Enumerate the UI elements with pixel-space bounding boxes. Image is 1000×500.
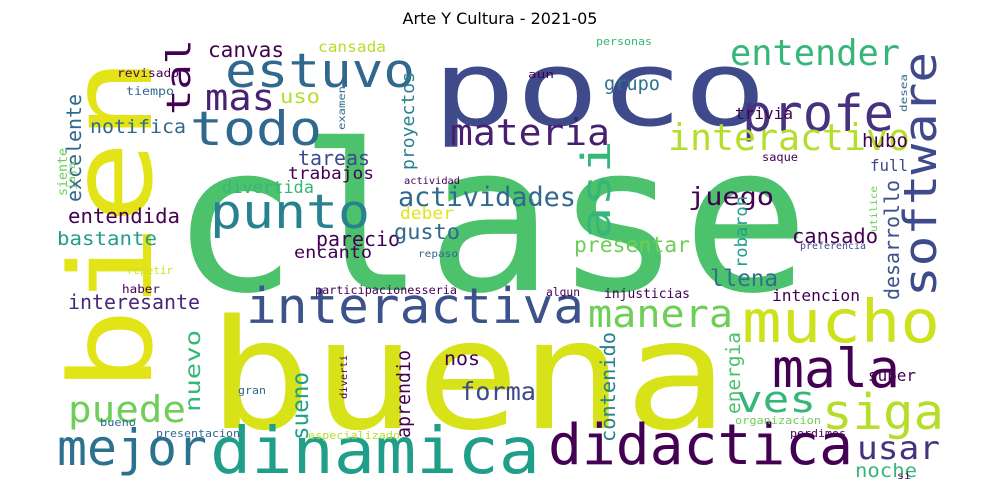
cloud-word: utilice — [869, 186, 880, 232]
cloud-word: grupo — [604, 74, 660, 95]
cloud-word: injusticias — [604, 287, 690, 302]
cloud-word: haber — [122, 282, 160, 296]
cloud-word: interactivo — [668, 116, 910, 159]
cloud-word: entendida — [68, 204, 180, 228]
cloud-word: nos — [444, 348, 480, 370]
cloud-word: jaja — [67, 162, 78, 190]
cloud-word: gusto — [394, 220, 460, 244]
cloud-word: full — [870, 156, 908, 175]
cloud-word: clase — [170, 101, 810, 339]
cloud-word: asi — [574, 140, 620, 240]
cloud-word: llena — [710, 266, 778, 292]
cloud-word: presentar — [574, 233, 690, 258]
cloud-word: diverti — [339, 355, 350, 399]
cloud-word: profe — [742, 84, 894, 143]
cloud-word: manera — [588, 292, 733, 336]
cloud-word: bastante — [57, 228, 157, 250]
cloud-word: desea — [899, 74, 910, 112]
cloud-word: mucho — [742, 287, 940, 356]
cloud-word: divertida — [222, 178, 314, 198]
cloud-word: didactica — [548, 413, 853, 478]
cloud-word: interesante — [68, 290, 200, 314]
cloud-word: personas — [596, 37, 652, 48]
cloud-word: parecio — [316, 227, 400, 251]
cloud-word: hubo — [862, 130, 908, 152]
cloud-word: intencion — [772, 286, 860, 305]
cloud-word: deber — [400, 204, 454, 224]
cloud-word: forma — [460, 377, 536, 406]
cloud-word: puede — [68, 389, 186, 431]
cloud-word: entender — [730, 37, 900, 74]
cloud-word: buena — [208, 287, 728, 464]
cloud-word: dinamica — [210, 414, 540, 482]
cloud-word: canvas — [208, 38, 284, 62]
cloud-word: cansado — [792, 224, 878, 248]
cloud-word: participacionesseria — [315, 283, 457, 297]
cloud-word: presentacion — [156, 428, 240, 440]
cloud-word: gran — [238, 385, 266, 397]
cloud-word: repetir — [127, 264, 173, 277]
cloud-word: interactiva — [246, 277, 584, 335]
cloud-word: noche — [855, 460, 917, 482]
cloud-word: siga — [822, 383, 944, 441]
cloud-word: contenido — [596, 332, 620, 442]
cloud-word: organizacion — [735, 415, 821, 427]
cloud-word: algun — [546, 285, 580, 299]
cloud-word: tareas — [298, 146, 370, 170]
cloud-word: revisado — [117, 66, 179, 80]
cloud-word: repaso — [418, 249, 458, 260]
cloud-word: trivia — [735, 104, 793, 123]
cloud-word: estuvo — [225, 44, 415, 99]
cloud-word: super — [868, 366, 916, 385]
cloud-word: ves — [736, 379, 816, 421]
cloud-word: usar — [857, 429, 940, 467]
cloud-word: cansada — [318, 38, 386, 56]
cloud-word: juego — [688, 182, 774, 211]
cloud-word: materia — [450, 112, 610, 154]
cloud-word: notifica — [90, 116, 186, 138]
cloud-word: bueno — [100, 417, 136, 429]
cloud-word: perdimos — [790, 428, 846, 440]
cloud-word: poco — [432, 37, 767, 150]
cloud-word: saque — [762, 150, 798, 164]
cloud-word: actividades — [398, 182, 576, 213]
cloud-word: examen — [337, 86, 348, 130]
cloud-word: energia — [722, 332, 745, 414]
cloud-word: mejor — [57, 419, 207, 477]
cloud-word: actividad — [404, 176, 460, 187]
cloud-word: especializado — [308, 430, 400, 442]
cloud-word: todo — [190, 102, 322, 157]
cloud-word: preferencia — [800, 241, 866, 252]
word-cloud: clase buena poco bien dinamica didactica inter… — [55, 37, 945, 482]
cloud-word: desarrollo — [880, 180, 904, 300]
cloud-word: uso — [280, 86, 320, 108]
cloud-word: robaron — [732, 196, 752, 268]
cloud-word: mas — [205, 77, 275, 119]
cloud-word: tiempo — [126, 84, 174, 98]
cloud-word: aprendio — [394, 350, 415, 438]
cloud-word: nuevo — [181, 330, 205, 412]
cloud-word: trabajos — [288, 164, 374, 184]
cloud-word: proyectos — [398, 72, 419, 170]
cloud-word: punto — [210, 185, 370, 240]
cloud-word: mala — [772, 337, 900, 400]
chart-title: Arte Y Cultura - 2021-05 — [402, 9, 598, 28]
cloud-word: aun — [528, 69, 554, 81]
cloud-word: encanto — [294, 243, 372, 263]
cloud-word: si — [897, 471, 911, 482]
